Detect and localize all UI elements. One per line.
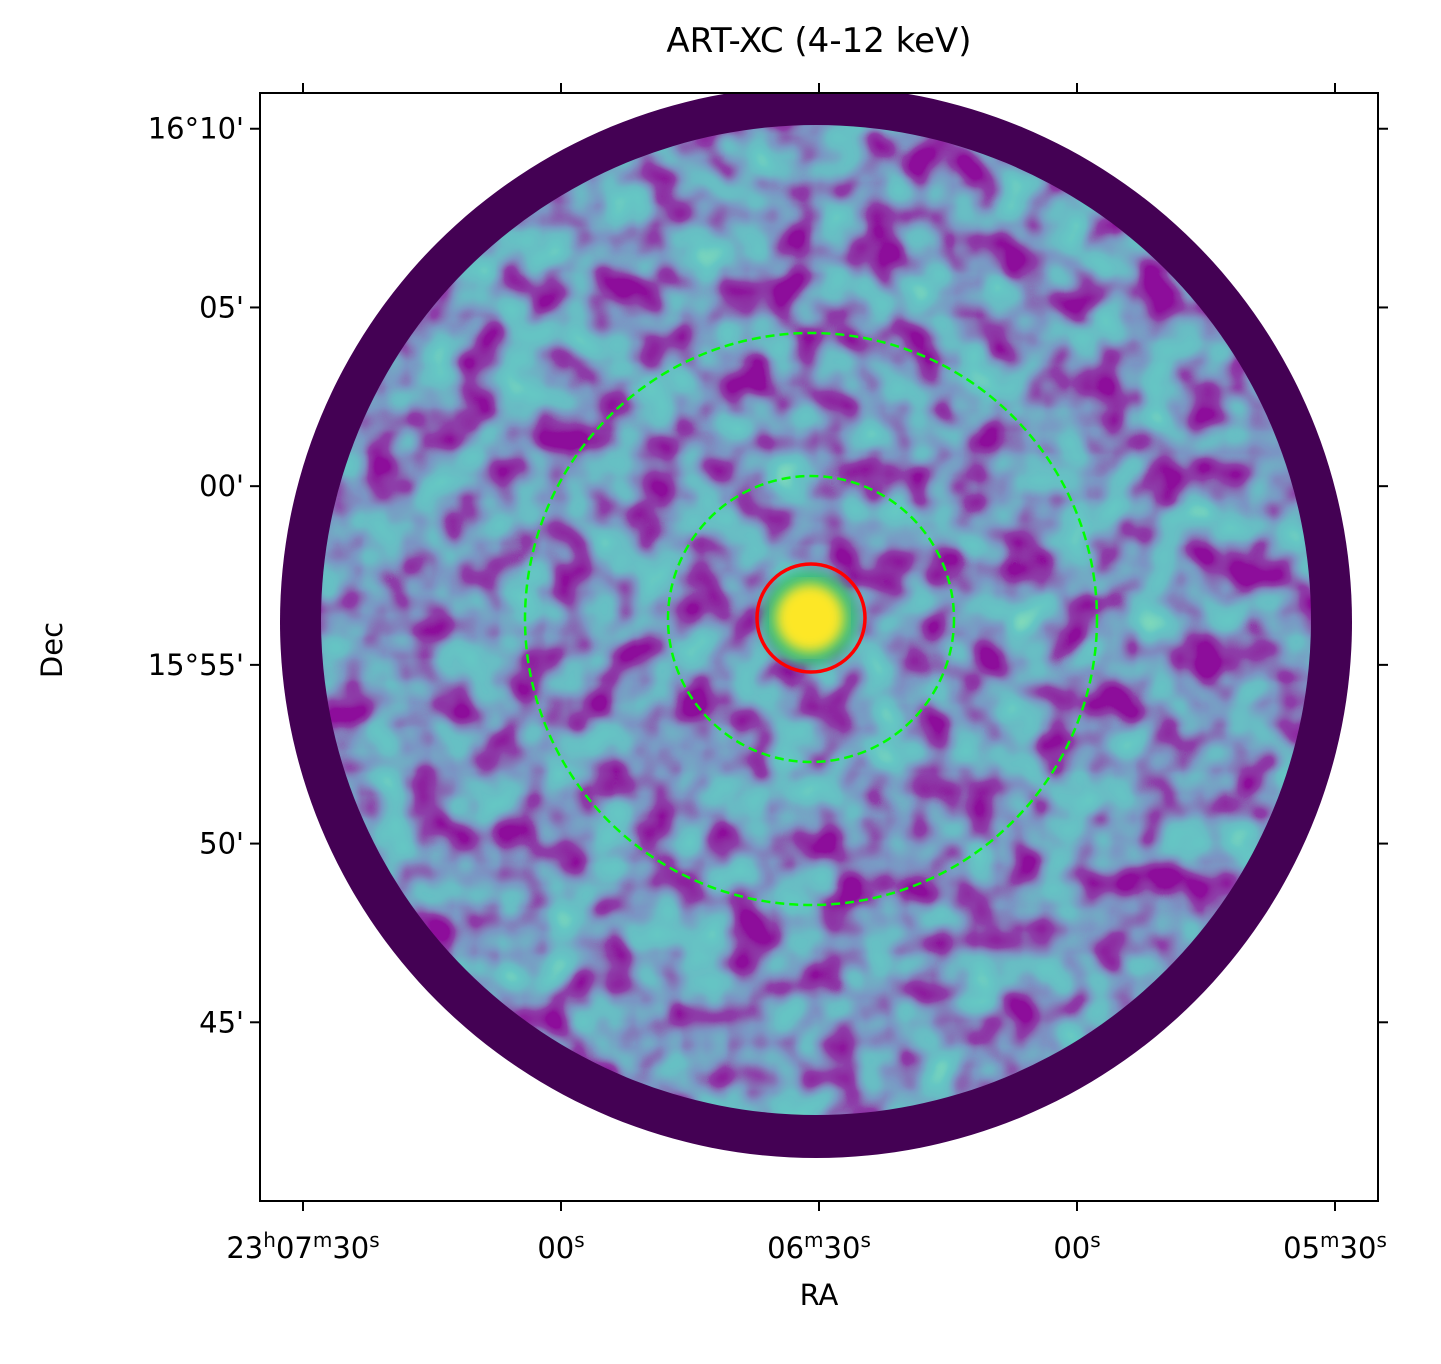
y-axis-label: Dec xyxy=(35,622,69,678)
inner-annulus xyxy=(666,474,956,764)
source xyxy=(776,584,844,652)
y-tick-label: 05' xyxy=(199,290,244,324)
chart-title: ART-XC (4-12 keV) xyxy=(666,21,971,61)
y-tick-label: 16°10' xyxy=(148,112,244,146)
y-tick-label: 50' xyxy=(199,827,244,861)
x-tick-label: 23h07m30s xyxy=(226,1228,379,1265)
x-tick-label: 06m30s xyxy=(767,1228,871,1265)
x-axis-label: RA xyxy=(800,1278,839,1312)
x-tick-label: 00s xyxy=(537,1228,584,1265)
x-tick-label: 00s xyxy=(1053,1228,1100,1265)
outer-annulus xyxy=(523,331,1099,907)
y-tick-label: 00' xyxy=(199,469,244,503)
y-tick-label: 45' xyxy=(199,1005,244,1039)
y-tick-label: 15°55' xyxy=(148,648,244,682)
image xyxy=(280,93,1352,1158)
source-region xyxy=(755,562,867,674)
x-tick-label: 05m30s xyxy=(1283,1228,1387,1265)
